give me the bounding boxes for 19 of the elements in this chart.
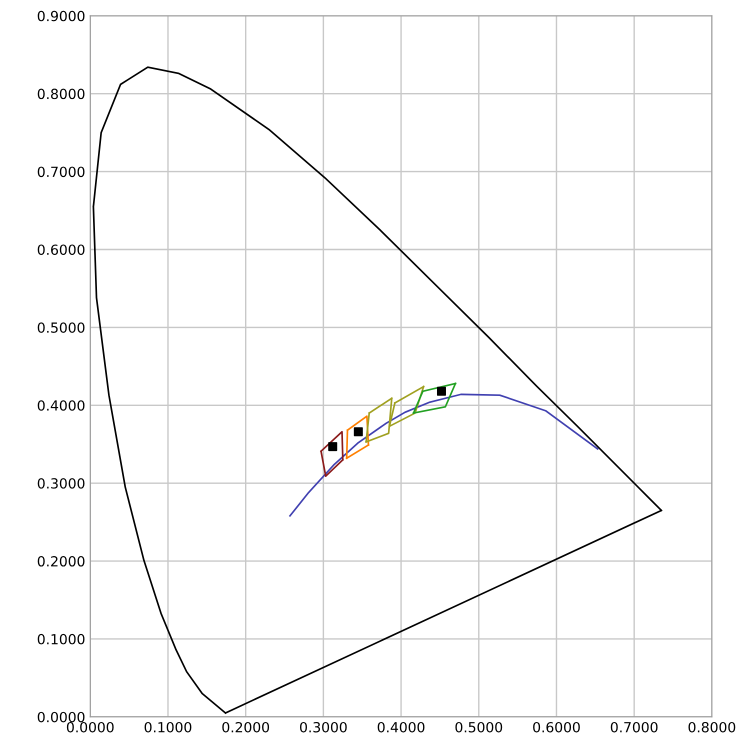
y-tick-label: 0.5000 (38, 322, 84, 333)
x-tick-label: 0.3000 (300, 722, 347, 732)
y-tick-label: 0.7000 (38, 166, 84, 178)
y-tick-label: 0.4000 (38, 400, 84, 411)
x-tick-label: 0.4000 (378, 722, 424, 732)
y-tick-label: 0.1000 (38, 634, 84, 644)
x-tick-label: 0.1000 (144, 722, 192, 732)
y-tick-label: 0.6000 (38, 244, 84, 255)
y-tick-label: 0.0000 (38, 712, 84, 722)
x-tick-label: 0.2000 (222, 722, 270, 732)
x-tick-label: 0.6000 (533, 722, 580, 732)
x-tick-label: 0.0000 (66, 722, 114, 732)
y-tick-label: 0.3000 (38, 478, 84, 489)
x-tick-label: 0.8000 (688, 722, 736, 732)
y-tick-label: 0.8000 (38, 88, 84, 100)
x-tick-label: 0.5000 (455, 722, 502, 732)
y-tick-label: 0.2000 (38, 556, 84, 567)
y-tick-label: 0.9000 (38, 10, 84, 22)
x-tick-label: 0.7000 (610, 722, 658, 732)
